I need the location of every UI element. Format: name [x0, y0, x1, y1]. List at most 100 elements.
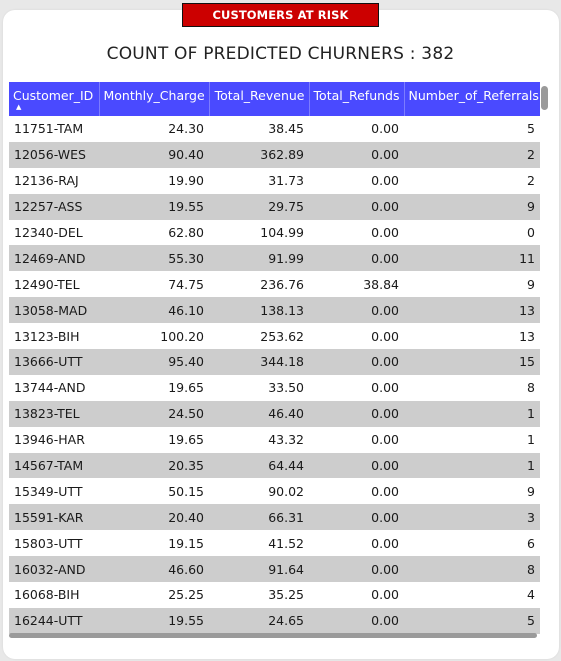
cell-customer-id: 11751-TAM — [9, 116, 99, 142]
cell-total-refunds: 0.00 — [309, 219, 404, 246]
cell-customer-id: 13123-BIH — [9, 323, 99, 350]
table-row[interactable]: 13946-HAR 19.65 43.32 0.00 1 — [9, 426, 540, 453]
cell-monthly-charge: 19.90 — [99, 167, 209, 194]
column-header-monthly-charge[interactable]: Monthly_Charge — [99, 82, 210, 116]
cell-customer-id: 12056-WES — [9, 141, 99, 168]
cell-number-of-referrals: 1 — [404, 426, 540, 453]
cell-monthly-charge: 19.55 — [99, 193, 209, 220]
cell-number-of-referrals: 8 — [404, 556, 540, 583]
cell-total-revenue: 43.32 — [209, 426, 309, 453]
cell-customer-id: 12257-ASS — [9, 193, 99, 220]
cell-total-revenue: 91.64 — [209, 556, 309, 583]
table-row[interactable]: 12490-TEL 74.75 236.76 38.84 9 — [9, 271, 540, 298]
table-row[interactable]: 12136-RAJ 19.90 31.73 0.00 2 — [9, 167, 540, 194]
churner-count-title: COUNT OF PREDICTED CHURNERS : 382 — [106, 44, 455, 64]
cell-total-revenue: 33.50 — [209, 374, 309, 401]
cell-monthly-charge: 74.75 — [99, 271, 209, 298]
column-header-total-refunds[interactable]: Total_Refunds — [309, 82, 405, 116]
cell-total-revenue: 91.99 — [209, 245, 309, 272]
cell-monthly-charge: 19.55 — [99, 607, 209, 634]
table-row[interactable]: 15803-UTT 19.15 41.52 0.00 6 — [9, 530, 540, 557]
cell-number-of-referrals: 9 — [404, 478, 540, 505]
table-row[interactable]: 12056-WES 90.40 362.89 0.00 2 — [9, 141, 540, 168]
column-header-label: Number_of_Referrals — [408, 88, 539, 103]
cell-customer-id: 16244-UTT — [9, 607, 99, 634]
cell-total-refunds: 0.00 — [309, 374, 404, 401]
cell-total-revenue: 362.89 — [209, 141, 309, 168]
table-row[interactable]: 12469-AND 55.30 91.99 0.00 11 — [9, 245, 540, 272]
customers-at-risk-button[interactable]: CUSTOMERS AT RISK — [182, 3, 379, 27]
table-row[interactable]: 16244-UTT 19.55 24.65 0.00 5 — [9, 607, 540, 634]
vertical-scrollbar-thumb[interactable] — [541, 86, 548, 110]
cell-total-refunds: 0.00 — [309, 556, 404, 583]
cell-total-revenue: 236.76 — [209, 271, 309, 298]
cell-number-of-referrals: 5 — [404, 116, 540, 142]
table-row[interactable]: 12340-DEL 62.80 104.99 0.00 0 — [9, 219, 540, 246]
table-body: 11751-TAM 24.30 38.45 0.00 5 12056-WES 90.40 36… — [9, 116, 540, 634]
cell-total-refunds: 0.00 — [309, 245, 404, 272]
cell-customer-id: 13666-UTT — [9, 349, 99, 375]
cell-monthly-charge: 24.30 — [99, 116, 209, 142]
cell-total-refunds: 0.00 — [309, 504, 404, 531]
table-row[interactable]: 13666-UTT 95.40 344.18 0.00 15 — [9, 349, 540, 375]
table-row[interactable]: 16032-AND 46.60 91.64 0.00 8 — [9, 556, 540, 583]
table-row[interactable]: 13123-BIH 100.20 253.62 0.00 13 — [9, 323, 540, 350]
cell-monthly-charge: 20.35 — [99, 452, 209, 479]
cell-customer-id: 16032-AND — [9, 556, 99, 583]
cell-total-refunds: 0.00 — [309, 323, 404, 350]
cell-monthly-charge: 24.50 — [99, 400, 209, 427]
cell-number-of-referrals: 9 — [404, 271, 540, 298]
table-row[interactable]: 13744-AND 19.65 33.50 0.00 8 — [9, 374, 540, 401]
cell-number-of-referrals: 11 — [404, 245, 540, 272]
cell-number-of-referrals: 2 — [404, 141, 540, 168]
cell-number-of-referrals: 6 — [404, 530, 540, 557]
horizontal-scrollbar-thumb[interactable] — [9, 633, 537, 638]
cell-number-of-referrals: 4 — [404, 582, 540, 608]
cell-total-revenue: 104.99 — [209, 219, 309, 246]
table-row[interactable]: 13058-MAD 46.10 138.13 0.00 13 — [9, 297, 540, 324]
cell-customer-id: 12340-DEL — [9, 219, 99, 246]
column-header-total-revenue[interactable]: Total_Revenue — [209, 82, 310, 116]
cell-total-refunds: 0.00 — [309, 167, 404, 194]
customer-table-container: Customer_ID ▲ Monthly_Charge Total_Reven… — [9, 82, 549, 640]
column-header-number-of-referrals[interactable]: Number_of_Referrals — [404, 82, 540, 116]
table-row[interactable]: 14567-TAM 20.35 64.44 0.00 1 — [9, 452, 540, 479]
cell-number-of-referrals: 5 — [404, 607, 540, 634]
cell-total-refunds: 0.00 — [309, 349, 404, 375]
cell-customer-id: 13946-HAR — [9, 426, 99, 453]
table-row[interactable]: 16068-BIH 25.25 35.25 0.00 4 — [9, 582, 540, 608]
table-row[interactable]: 12257-ASS 19.55 29.75 0.00 9 — [9, 193, 540, 220]
cell-total-revenue: 35.25 — [209, 582, 309, 608]
cell-customer-id: 12490-TEL — [9, 271, 99, 298]
table-row[interactable]: 15349-UTT 50.15 90.02 0.00 9 — [9, 478, 540, 505]
horizontal-scrollbar[interactable] — [9, 633, 537, 638]
cell-total-refunds: 0.00 — [309, 400, 404, 427]
cell-total-revenue: 41.52 — [209, 530, 309, 557]
column-header-label: Monthly_Charge — [103, 88, 205, 103]
cell-customer-id: 15591-KAR — [9, 504, 99, 531]
table-row[interactable]: 13823-TEL 24.50 46.40 0.00 1 — [9, 400, 540, 427]
column-header-customer-id[interactable]: Customer_ID ▲ — [9, 82, 100, 116]
cell-number-of-referrals: 13 — [404, 297, 540, 324]
cell-total-refunds: 0.00 — [309, 426, 404, 453]
cell-number-of-referrals: 9 — [404, 193, 540, 220]
cell-number-of-referrals: 8 — [404, 374, 540, 401]
column-header-label: Total_Refunds — [313, 88, 400, 103]
table-row[interactable]: 11751-TAM 24.30 38.45 0.00 5 — [9, 116, 540, 142]
cell-number-of-referrals: 3 — [404, 504, 540, 531]
table-row[interactable]: 15591-KAR 20.40 66.31 0.00 3 — [9, 504, 540, 531]
cell-customer-id: 15349-UTT — [9, 478, 99, 505]
cell-monthly-charge: 19.65 — [99, 374, 209, 401]
cell-number-of-referrals: 13 — [404, 323, 540, 350]
cell-number-of-referrals: 15 — [404, 349, 540, 375]
cell-total-revenue: 344.18 — [209, 349, 309, 375]
column-header-label: Customer_ID — [13, 88, 94, 103]
sort-ascending-icon: ▲ — [16, 103, 22, 111]
cell-monthly-charge: 19.65 — [99, 426, 209, 453]
cell-total-revenue: 24.65 — [209, 607, 309, 634]
cell-total-revenue: 38.45 — [209, 116, 309, 142]
cell-customer-id: 15803-UTT — [9, 530, 99, 557]
cell-customer-id: 13823-TEL — [9, 400, 99, 427]
table-header-row: Customer_ID ▲ Monthly_Charge Total_Reven… — [9, 82, 540, 116]
cell-number-of-referrals: 2 — [404, 167, 540, 194]
